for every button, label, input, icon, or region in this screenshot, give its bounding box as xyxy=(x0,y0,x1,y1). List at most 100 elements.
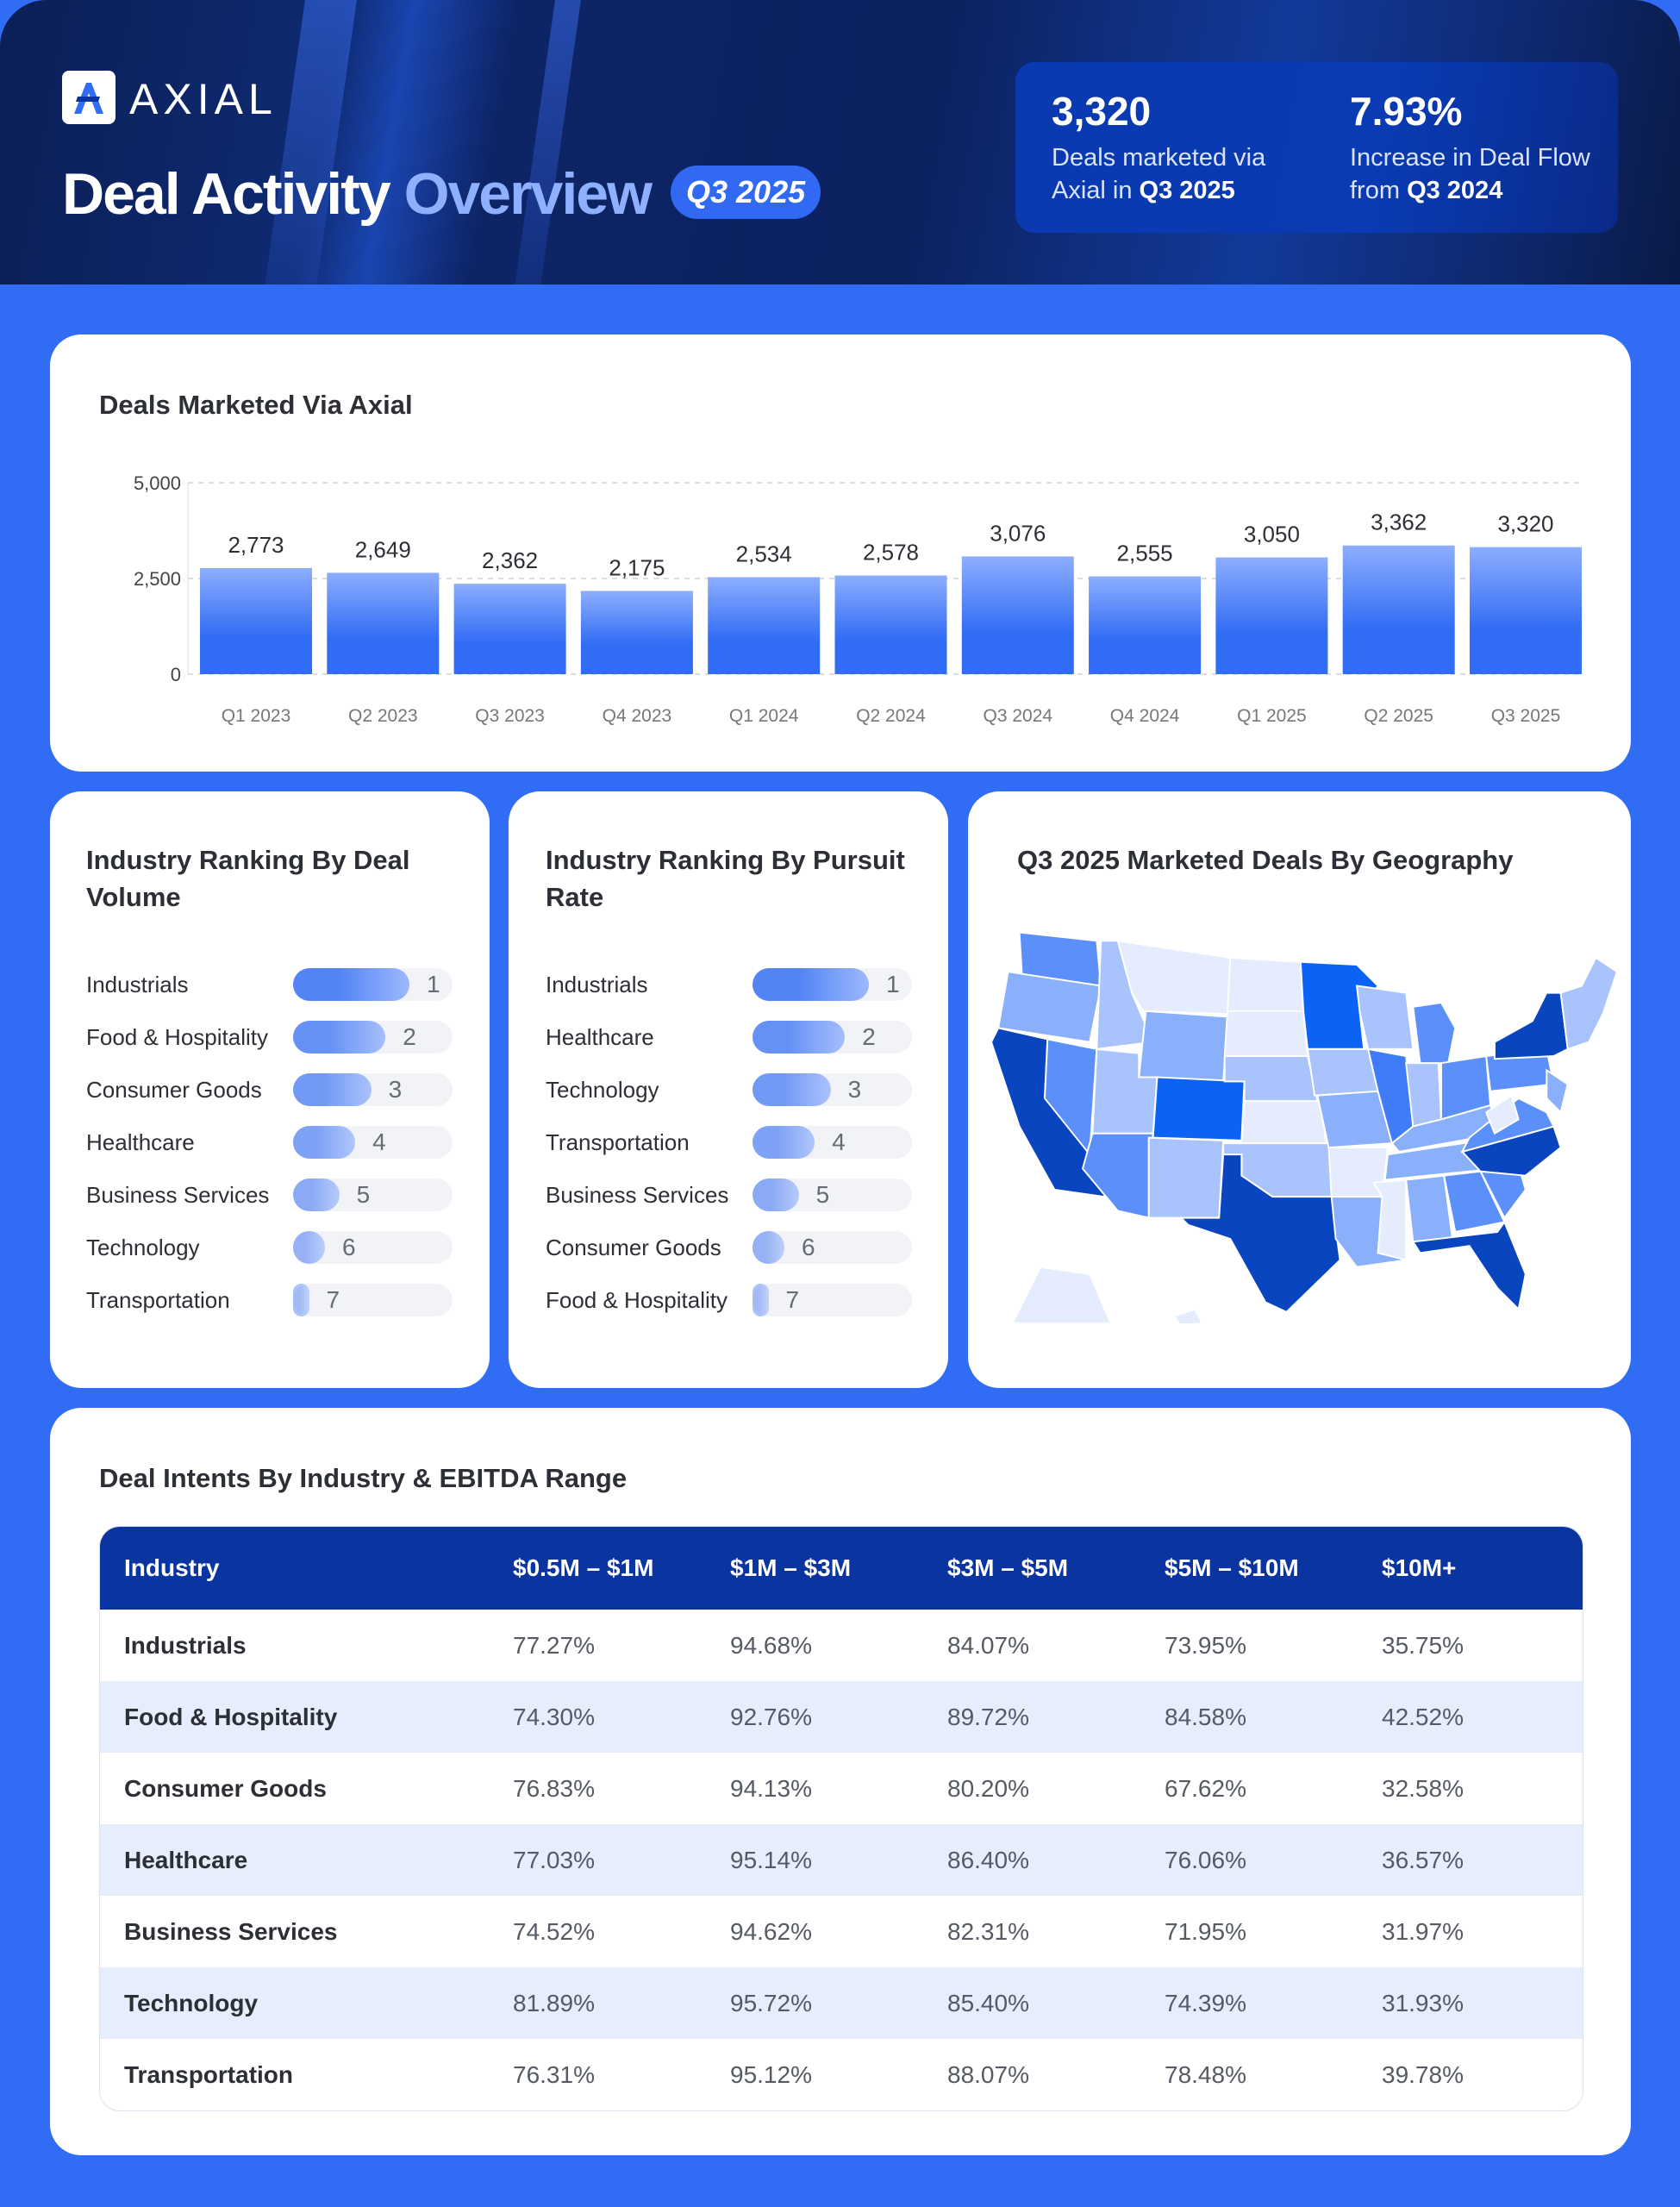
table-header-row: Industry $0.5M – $1M $1M – $3M $3M – $5M $5M… xyxy=(100,1527,1583,1610)
table-cell: 77.03% xyxy=(489,1824,706,1896)
state-idaho xyxy=(1096,940,1154,1050)
ranking-label: Food & Hospitality xyxy=(86,1024,268,1050)
quarter-badge: Q3 2025 xyxy=(671,166,821,219)
table-cell: 74.30% xyxy=(489,1681,706,1753)
ranking-bar-fill xyxy=(753,1126,815,1159)
decorative-streak xyxy=(511,0,584,284)
state-hawaii xyxy=(1172,1308,1203,1323)
state-new-mexico xyxy=(1147,1136,1225,1219)
ranking-bar-track: 7 xyxy=(293,1284,453,1316)
bar-value-label: 2,362 xyxy=(482,547,538,573)
bar xyxy=(1089,576,1202,674)
table-cell: 92.76% xyxy=(706,1681,923,1753)
table-cell: 76.31% xyxy=(513,2060,595,2088)
ranking-bar-track: 5 xyxy=(753,1179,912,1211)
y-tick-label: 2,500 xyxy=(134,568,181,590)
ranking-number: 1 xyxy=(886,971,900,997)
bar-value-label: 2,555 xyxy=(1117,541,1173,566)
bar-value-label: 2,534 xyxy=(736,541,792,566)
table-cell: 94.62% xyxy=(730,1917,812,1945)
column-header: $10M+ xyxy=(1358,1527,1583,1610)
bar xyxy=(708,577,821,674)
ranking-bar-fill xyxy=(293,1021,386,1053)
ranking-label: Healthcare xyxy=(546,1024,654,1050)
ranking-number: 4 xyxy=(832,1129,846,1155)
title-highlight: Overview xyxy=(403,161,653,227)
industry-cell: Transportation xyxy=(124,2060,294,2088)
stats-box: 3,320 Deals marketed via Axial in Q3 202… xyxy=(1015,62,1618,233)
table-cell: 31.93% xyxy=(1358,1967,1583,2039)
ranking-label: Healthcare xyxy=(86,1129,195,1155)
ranking-row: Industrials 1 xyxy=(546,968,912,1001)
bar-value-label: 2,773 xyxy=(228,532,284,558)
ranking-volume-card: Industry Ranking By Deal Volume Industri… xyxy=(50,791,490,1388)
table-cell: 32.58% xyxy=(1382,1774,1464,1802)
ranking-bar-fill xyxy=(753,1179,799,1211)
table-cell: 84.58% xyxy=(1140,1681,1358,1753)
decorative-streak xyxy=(261,0,359,284)
ranking-row: Transportation 4 xyxy=(546,1126,912,1159)
stat-increase-label: Increase in Deal Flow from Q3 2024 xyxy=(1350,144,1590,204)
header-banner: AXIAL Deal Activity Overview Q3 2025 3,3… xyxy=(0,0,1680,284)
state-alaska xyxy=(1011,1266,1112,1323)
ranking-bar-fill xyxy=(293,1073,372,1106)
column-header: $1M – $3M xyxy=(706,1527,923,1610)
ranking-bar-fill xyxy=(753,1284,769,1316)
us-map xyxy=(991,931,1619,1323)
industry-cell: Technology xyxy=(100,1967,489,2039)
ranking-row: Industrials 1 xyxy=(86,968,453,1001)
ranking-bar-track: 2 xyxy=(753,1021,912,1053)
ranking-label: Technology xyxy=(546,1077,659,1103)
industry-cell: Healthcare xyxy=(100,1824,489,1896)
bar xyxy=(961,556,1074,674)
ranking-number: 6 xyxy=(802,1234,815,1260)
table-cell: 94.68% xyxy=(730,1631,812,1659)
ranking-label: Transportation xyxy=(86,1287,230,1313)
geography-card: Q3 2025 Marketed Deals By Geography xyxy=(968,791,1631,1388)
ranking-number: 7 xyxy=(326,1286,340,1313)
table-cell: 95.72% xyxy=(706,1967,923,2039)
table-row: Healthcare 77.03% 95.14% 86.40% 76.06% 36.57% xyxy=(100,1824,1583,1896)
bar xyxy=(1470,547,1582,674)
y-tick-label: 5,000 xyxy=(134,472,181,494)
ranking-bar-track: 6 xyxy=(753,1231,912,1264)
ranking-row: Healthcare 2 xyxy=(546,1021,912,1053)
ranking-bar-fill xyxy=(293,1284,309,1316)
ranking-label: Industrials xyxy=(546,972,648,997)
table-cell: 76.06% xyxy=(1140,1824,1358,1896)
ranking-bar-track: 4 xyxy=(293,1126,453,1159)
bar-value-label: 2,175 xyxy=(609,554,665,580)
ranking-label: Transportation xyxy=(546,1129,690,1155)
industry-cell: Consumer Goods xyxy=(124,1774,327,1802)
state-minnesota xyxy=(1299,960,1379,1050)
x-tick-label: Q2 2025 xyxy=(1364,706,1433,726)
ranking-bar-track: 3 xyxy=(753,1073,912,1106)
table-cell: 42.52% xyxy=(1358,1681,1583,1753)
state-indiana xyxy=(1405,1062,1442,1128)
bar-value-label: 3,362 xyxy=(1371,510,1427,535)
ranking-pursuit-card: Industry Ranking By Pursuit Rate Industr… xyxy=(509,791,948,1388)
ranking-bar-fill xyxy=(753,1073,831,1106)
bar-chart: 0 2,500 5,000 2,773 Q1 2023 2,649 Q2 2023 2,362… xyxy=(134,472,1582,726)
bar-value-label: 3,050 xyxy=(1244,522,1300,547)
table-cell: 35.75% xyxy=(1382,1631,1464,1659)
table-cell: 81.89% xyxy=(489,1967,706,2039)
state-arizona xyxy=(1081,1132,1154,1219)
table-cell: 89.72% xyxy=(923,1681,1140,1753)
bar xyxy=(834,575,947,674)
state-florida xyxy=(1411,1220,1527,1311)
table-cell: 80.20% xyxy=(947,1774,1029,1802)
bar xyxy=(200,567,312,674)
industry-cell: Business Services xyxy=(124,1917,338,1945)
table-row: Consumer Goods 76.83% 94.13% 80.20% 67.62% 32… xyxy=(100,1753,1583,1824)
table-cell: 88.07% xyxy=(947,2060,1029,2088)
bar xyxy=(453,584,566,674)
stat-deals-value: 3,320 xyxy=(1052,89,1152,134)
ranking-number: 3 xyxy=(388,1076,403,1103)
chart-title: Deals Marketed Via Axial xyxy=(99,390,413,420)
column-header: $5M – $10M xyxy=(1140,1527,1358,1610)
ranking-row: Consumer Goods 3 xyxy=(86,1073,453,1106)
table-row: Food & Hospitality 74.30% 92.76% 89.72% 84.5… xyxy=(100,1681,1583,1753)
state-iowa xyxy=(1306,1047,1379,1097)
state-mid-atlantic xyxy=(1546,1068,1569,1115)
